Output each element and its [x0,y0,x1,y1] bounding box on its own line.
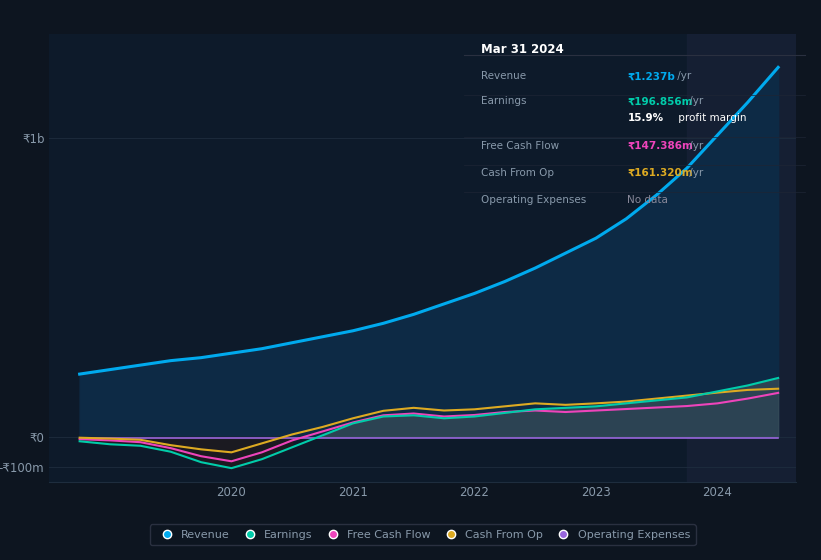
Text: Revenue: Revenue [481,71,526,81]
Text: Mar 31 2024: Mar 31 2024 [481,43,564,55]
Text: Cash From Op: Cash From Op [481,168,554,178]
Text: profit margin: profit margin [675,113,746,123]
Text: Earnings: Earnings [481,96,526,106]
Legend: Revenue, Earnings, Free Cash Flow, Cash From Op, Operating Expenses: Revenue, Earnings, Free Cash Flow, Cash … [150,524,695,545]
Bar [687,34,796,482]
Text: 15.9%: 15.9% [627,113,663,123]
Text: ₹1.237b: ₹1.237b [627,71,676,81]
Text: ₹147.386m: ₹147.386m [627,141,693,151]
Text: /yr: /yr [686,96,704,106]
Text: Operating Expenses: Operating Expenses [481,195,586,205]
Text: /yr: /yr [686,168,704,178]
Text: ₹196.856m: ₹196.856m [627,96,693,106]
Text: /yr: /yr [674,71,691,81]
Text: ₹161.320m: ₹161.320m [627,168,693,178]
Text: No data: No data [627,195,668,205]
Text: Free Cash Flow: Free Cash Flow [481,141,559,151]
Text: /yr: /yr [686,141,704,151]
